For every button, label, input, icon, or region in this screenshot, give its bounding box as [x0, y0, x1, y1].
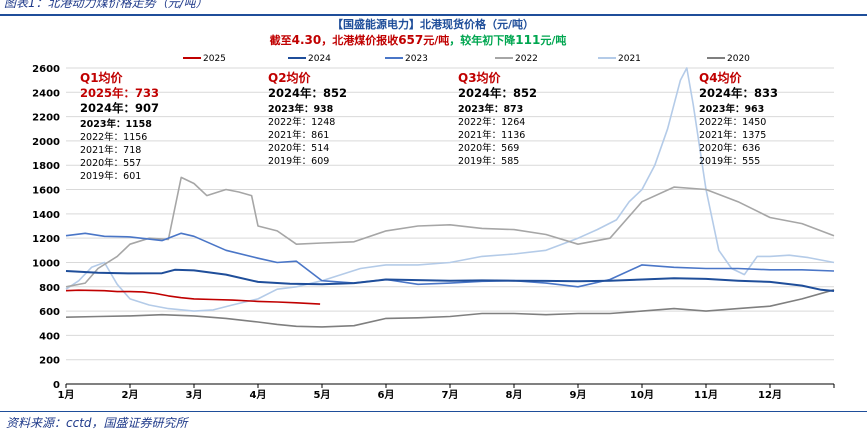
y-tick-label: 1200 — [32, 234, 60, 245]
series-line-2022 — [65, 176, 835, 288]
chart-title: 【国盛能源电力】北港现货价格（元/吨） — [332, 17, 534, 31]
subtitle-mid2: ，较年初下降 — [449, 33, 516, 47]
quarter-average-line: 2019年：585 — [458, 155, 519, 167]
subtitle-date: 4.30 — [292, 33, 322, 47]
subtitle-mid: ，北港煤价报收 — [321, 33, 398, 47]
quarter-average-line: 2022年：1264 — [458, 116, 525, 128]
source-note: 资料来源：cctd，国盛证券研究所 — [6, 416, 188, 430]
quarter-average-line: 2022年：1248 — [268, 116, 335, 128]
quarter-average-line: 2021年：718 — [80, 144, 141, 156]
quarter-average-line: 2024年：907 — [80, 101, 159, 115]
series-line-2023 — [65, 232, 835, 288]
y-tick-label: 2600 — [32, 64, 60, 75]
legend-label-2023: 2023 — [405, 54, 428, 64]
quarter-average-line: 2023年：938 — [268, 103, 334, 115]
subtitle-unit2: 元/吨 — [540, 33, 566, 47]
coal-price-chart: 【国盛能源电力】北港现货价格（元/吨） 截至4.30，北港煤价报收657元/吨，… — [32, 17, 835, 401]
series-line-2021 — [65, 67, 835, 312]
y-tick-label: 2000 — [32, 137, 60, 148]
x-tick-label: 11月 — [694, 389, 718, 401]
series-lines — [65, 67, 835, 328]
legend-label-2021: 2021 — [618, 54, 641, 64]
y-tick-label: 2400 — [32, 88, 60, 99]
y-tick-label: 200 — [39, 356, 60, 367]
legend-label-2020: 2020 — [727, 54, 750, 64]
quarter-average-line: 2024年：852 — [458, 86, 537, 100]
x-tick-label: 4月 — [250, 389, 267, 401]
y-tick-label: 600 — [39, 307, 60, 318]
y-tick-label: 1000 — [32, 258, 60, 269]
y-tick-label: 2200 — [32, 113, 60, 124]
quarter-average-line: 2023年：963 — [699, 103, 764, 115]
quarter-average-line: 2021年：1136 — [458, 129, 525, 141]
quarter-average-line: 2020年：557 — [80, 157, 141, 169]
quarter-average-line: 2022年：1450 — [699, 116, 766, 128]
x-tick-label: 7月 — [442, 389, 459, 401]
legend-label-2022: 2022 — [515, 54, 538, 64]
y-tick-label: 400 — [39, 331, 60, 342]
quarter-average-line: 2021年：861 — [268, 129, 329, 141]
quarter-average-line: 2019年：609 — [268, 155, 329, 167]
quarter-average-line: 2025年：733 — [80, 86, 159, 100]
y-tick-label: 1400 — [32, 210, 60, 221]
quarter-average-line: 2020年：636 — [699, 142, 760, 154]
quarter-average-line: 2022年：1156 — [80, 131, 147, 143]
x-tick-label: 5月 — [314, 389, 331, 401]
x-tick-label: 9月 — [570, 389, 587, 401]
quarter-average-line: 2020年：514 — [268, 142, 329, 154]
y-axis: 0 200 400 600 800 1000 1200 1400 1600 1800 2000 220… — [32, 64, 60, 391]
quarter-average-line: 2021年：1375 — [699, 129, 766, 141]
x-tick-label: 8月 — [506, 389, 523, 401]
x-tick-label: 6月 — [378, 389, 395, 401]
y-tick-label: 0 — [53, 380, 60, 391]
x-axis: 1月 2月 3月 4月 5月 6月 7月 8月 9月 10月 11月 12月 — [58, 383, 835, 401]
series-line-2025 — [65, 289, 321, 305]
quarter-average-line: 2019年：555 — [699, 155, 760, 167]
series-line-2020 — [65, 289, 835, 328]
figure-caption: 图表1：北港动力煤价格走势（元/吨） — [4, 0, 208, 10]
quarter-average-line: 2019年：601 — [80, 170, 141, 182]
quarter-average-line: 2024年：852 — [268, 86, 347, 100]
quarter-average-line: 2020年：569 — [458, 142, 519, 154]
x-tick-label: 10月 — [630, 389, 654, 401]
legend-label-2025: 2025 — [203, 54, 226, 64]
x-tick-label: 2月 — [122, 389, 139, 401]
y-tick-label: 800 — [39, 283, 60, 294]
series-line-2024 — [65, 268, 835, 292]
quarter-heading: Q2均价 — [268, 70, 312, 85]
quarter-heading: Q4均价 — [699, 70, 743, 85]
subtitle-unit1: 元/吨 — [423, 33, 449, 47]
quarter-average-line: 2024年：833 — [699, 86, 778, 100]
y-tick-label: 1600 — [32, 186, 60, 197]
bottom-rule — [0, 411, 867, 412]
quarter-average-line: 2023年：873 — [458, 103, 523, 115]
x-tick-label: 3月 — [186, 389, 203, 401]
quarter-heading: Q1均价 — [80, 70, 124, 85]
legend-label-2024: 2024 — [308, 54, 331, 64]
chart-legend: 2025 2024 2023 2022 2021 2020 — [183, 54, 750, 64]
quarter-heading: Q3均价 — [458, 70, 502, 85]
chart-subtitle: 截至4.30，北港煤价报收657元/吨，较年初下降111元/吨 — [270, 33, 567, 47]
x-tick-label: 1月 — [58, 389, 75, 401]
subtitle-prefix: 截至 — [270, 33, 292, 47]
quarter-average-line: 2023年：1158 — [80, 118, 152, 130]
subtitle-price: 657 — [398, 33, 423, 47]
x-tick-label: 12月 — [758, 389, 782, 401]
subtitle-change: 111 — [515, 33, 540, 47]
top-rule — [0, 14, 867, 16]
y-tick-label: 1800 — [32, 161, 60, 172]
